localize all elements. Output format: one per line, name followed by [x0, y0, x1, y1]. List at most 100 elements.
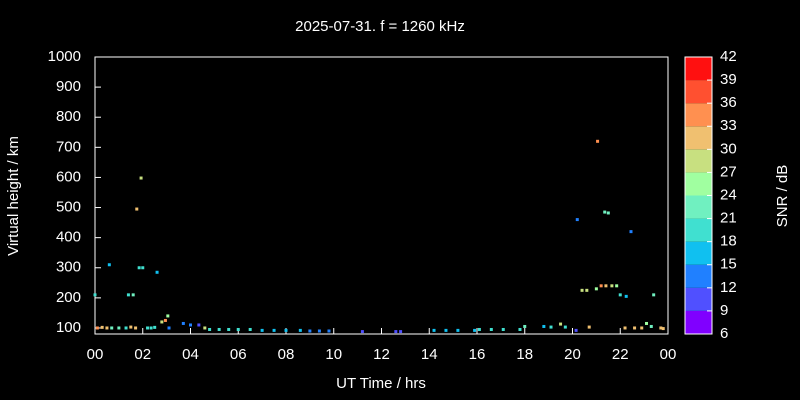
colorbar-tick-label: 42	[720, 48, 737, 65]
colorbar-bin	[685, 264, 712, 288]
echo-point	[131, 293, 135, 297]
echo-point	[432, 328, 436, 332]
echo-point	[124, 326, 128, 330]
echo-point	[155, 270, 159, 274]
echo-point	[236, 327, 240, 331]
echo-point	[604, 284, 608, 288]
echo-point	[260, 328, 264, 332]
echo-point	[649, 324, 653, 328]
echo-point	[360, 330, 364, 334]
x-tick-label: 12	[373, 346, 390, 363]
echo-point	[640, 326, 644, 330]
colorbar-tick-label: 18	[720, 233, 737, 250]
y-tick-label: 100	[56, 319, 81, 336]
echo-point	[618, 293, 622, 297]
y-tick-label: 900	[56, 78, 81, 95]
colorbar-bin	[685, 310, 712, 334]
echo-point	[189, 323, 192, 327]
echo-point	[585, 288, 589, 292]
echo-point	[227, 327, 231, 331]
echo-point	[134, 326, 138, 330]
colorbar-bin	[685, 218, 712, 242]
echo-point	[624, 294, 628, 298]
colorbar-tick-label: 21	[720, 210, 737, 227]
colorbar-tick-label: 12	[720, 279, 737, 296]
x-axis-label: UT Time / hrs	[336, 375, 426, 392]
echo-point	[563, 325, 567, 329]
echo-point	[659, 326, 663, 330]
x-tick-label: 00	[87, 346, 104, 363]
echo-point	[633, 326, 637, 330]
echo-point	[473, 328, 477, 332]
colorbar-tick-label: 39	[720, 71, 737, 88]
echo-point	[327, 329, 331, 333]
echo-point	[107, 263, 111, 267]
echo-point	[149, 326, 153, 330]
colorbar-bin	[685, 126, 712, 150]
echo-point	[661, 327, 665, 331]
colorbar-tick-label: 33	[720, 117, 737, 134]
echo-point	[284, 328, 288, 332]
echo-point	[606, 211, 610, 215]
echo-point	[587, 325, 591, 329]
echo-point	[141, 266, 145, 270]
echo-point	[489, 327, 493, 331]
y-tick-label: 800	[56, 108, 81, 125]
echo-point	[596, 139, 600, 143]
x-tick-label: 02	[134, 346, 151, 363]
echo-point	[117, 326, 121, 330]
y-tick-label: 500	[56, 199, 81, 216]
echo-point	[139, 176, 143, 180]
echo-point	[523, 324, 527, 328]
colorbar-tick-label: 6	[720, 325, 728, 342]
echo-point	[542, 324, 546, 328]
echo-point	[181, 321, 185, 325]
echo-point	[298, 328, 302, 332]
echo-point	[308, 329, 312, 333]
echo-point	[394, 330, 398, 334]
y-tick-label: 1000	[48, 48, 81, 65]
x-tick-label: 14	[421, 346, 438, 363]
echo-point	[629, 230, 633, 234]
echo-point	[248, 327, 252, 331]
x-tick-label: 10	[325, 346, 342, 363]
echo-point	[126, 293, 130, 297]
x-tick-label: 16	[469, 346, 486, 363]
colorbar-tick-label: 30	[720, 140, 737, 157]
x-tick-label: 22	[612, 346, 629, 363]
echo-point	[456, 328, 460, 332]
x-tick-label: 06	[230, 346, 247, 363]
colorbar-tick-label: 15	[720, 256, 737, 273]
y-tick-label: 700	[56, 138, 81, 155]
echo-point	[217, 327, 221, 331]
colorbar-bin	[685, 80, 712, 104]
echo-point	[652, 293, 656, 297]
echo-point	[580, 288, 584, 292]
colorbar-bin	[685, 287, 712, 311]
echo-point	[574, 328, 578, 332]
echo-point	[645, 321, 649, 325]
echo-point	[444, 328, 448, 332]
colorbar-tick-label: 9	[720, 302, 728, 319]
colorbar-bin	[685, 195, 712, 219]
echo-point	[137, 266, 141, 270]
echo-point	[208, 327, 212, 331]
x-tick-label: 04	[182, 346, 199, 363]
echo-point	[100, 325, 104, 329]
colorbar-bin	[685, 57, 712, 81]
echo-point	[610, 284, 614, 288]
chart-title: 2025-07-31. f = 1260 kHz	[295, 18, 465, 35]
colorbar-bin	[685, 149, 712, 173]
echo-point	[272, 328, 276, 332]
echo-point	[163, 318, 167, 322]
echo-point	[615, 284, 619, 288]
echo-point	[95, 326, 99, 330]
y-tick-label: 400	[56, 229, 81, 246]
echo-point	[518, 327, 522, 331]
colorbar-bin	[685, 241, 712, 265]
echo-point	[110, 326, 114, 330]
colorbar-tick-label: 24	[720, 186, 737, 203]
